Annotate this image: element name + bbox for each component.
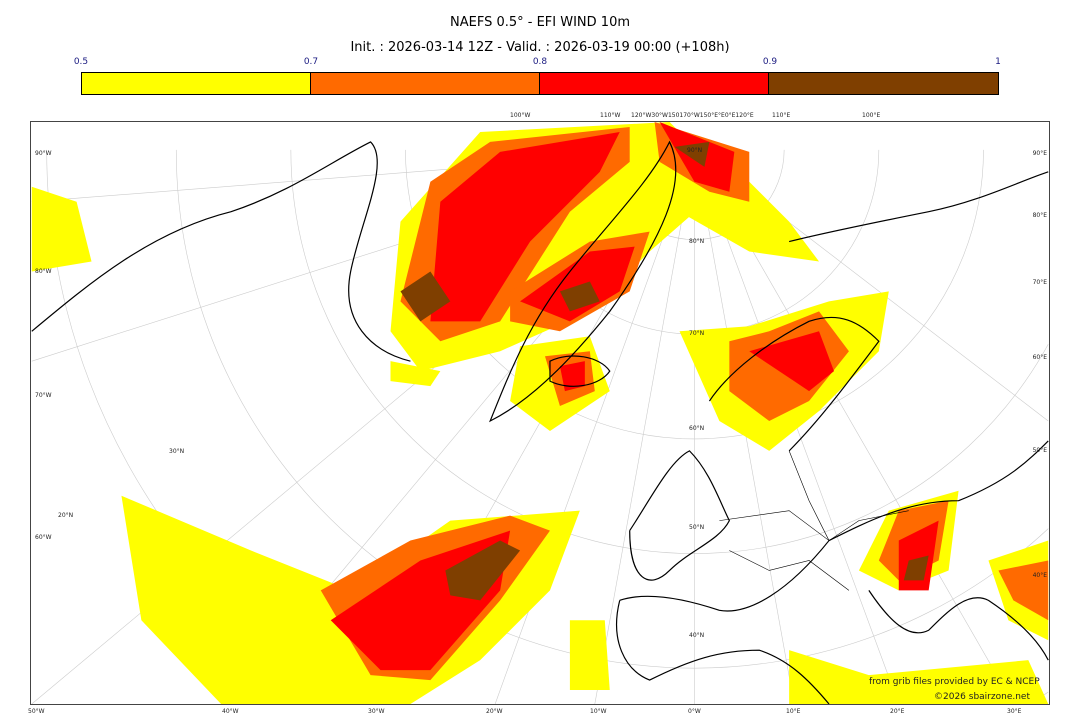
lat-label: 20°N <box>58 512 74 519</box>
axis-label-bottom: 30°W <box>368 708 385 715</box>
lat-label: 90°N <box>687 147 703 154</box>
axis-label-top: 100°E <box>862 112 881 119</box>
axis-label-right: 80°E <box>1032 212 1047 219</box>
axis-label-top: 120°W30°W150170°W150°E°E0°E120°E <box>631 112 754 119</box>
axis-label-top: 100°W <box>510 112 531 119</box>
axis-label-right: 50°E <box>1032 447 1047 454</box>
axis-label-bottom: 40°W <box>222 708 239 715</box>
axis-label-bottom: 10°E <box>786 708 801 715</box>
axis-label-bottom: 20°W <box>486 708 503 715</box>
colorbar-tick: 0.9 <box>762 57 778 67</box>
axis-label-bottom: 0°W <box>688 708 701 715</box>
colorbar-tick: 0.8 <box>532 57 548 67</box>
lat-label: 70°N <box>689 330 705 337</box>
lat-label: 50°N <box>689 524 705 531</box>
source-credit: from grib files provided by EC & NCEP <box>869 677 1040 687</box>
colorbar-bin-red <box>540 73 769 94</box>
borders <box>719 450 909 591</box>
axis-label-bottom: 10°W <box>590 708 607 715</box>
colorbar-bin-yellow <box>82 73 311 94</box>
colorbar-tick: 0.5 <box>73 57 89 67</box>
axis-label-left: 80°W <box>35 268 52 275</box>
axis-label-right: 60°E <box>1032 354 1047 361</box>
axis-label-bottom: 50°W <box>28 708 45 715</box>
colorbar-tick: 1 <box>995 57 1001 67</box>
efi-map <box>31 122 1049 704</box>
copyright: ©2026 sbairzone.net <box>934 692 1030 702</box>
axis-label-right: 70°E <box>1032 279 1047 286</box>
axis-label-right: 90°E <box>1032 150 1047 157</box>
map-title: NAEFS 0.5° - EFI WIND 10m <box>449 15 630 30</box>
colorbar-tick: 0.7 <box>303 57 319 67</box>
colorbar-bin-orange <box>311 73 540 94</box>
axis-label-bottom: 20°E <box>890 708 905 715</box>
map-panel[interactable]: 90°W 80°W 70°W 60°W 90°E 80°E 70°E 60°E … <box>30 121 1050 705</box>
axis-label-top: 110°E <box>772 112 791 119</box>
colorbar <box>81 72 999 95</box>
axis-label-left: 70°W <box>35 392 52 399</box>
lat-label: 40°N <box>689 632 705 639</box>
efi-brown-areas <box>400 141 929 601</box>
colorbar-bin-brown <box>769 73 998 94</box>
map-subtitle: Init. : 2026-03-14 12Z - Valid. : 2026-0… <box>350 40 730 55</box>
axis-label-right: 40°E <box>1032 572 1047 579</box>
lat-label: 30°N <box>169 448 185 455</box>
axis-label-bottom: 30°E <box>1007 708 1022 715</box>
axis-label-left: 90°W <box>35 150 52 157</box>
lat-label: 80°N <box>689 238 705 245</box>
axis-label-top: 110°W <box>600 112 621 119</box>
axis-label-left: 60°W <box>35 534 52 541</box>
lat-label: 60°N <box>689 425 705 432</box>
